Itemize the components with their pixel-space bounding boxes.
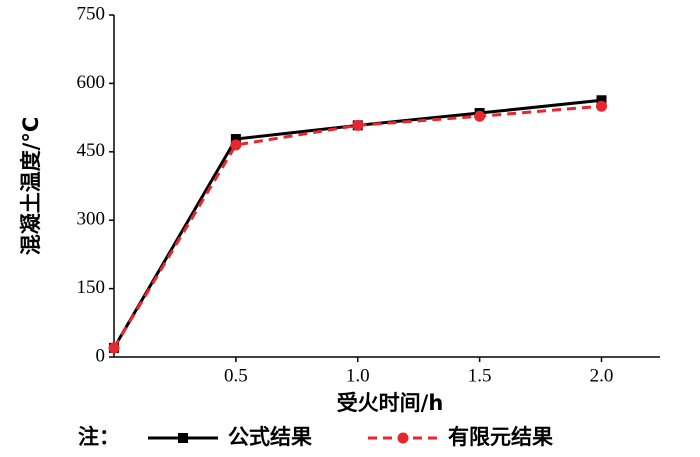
legend-label: 公式结果 xyxy=(228,425,312,449)
x-tick-label: 2.0 xyxy=(590,365,614,386)
data-point xyxy=(230,139,242,151)
legend-note: 注： xyxy=(78,425,120,449)
x-tick-label: 1.5 xyxy=(468,365,492,386)
legend-label: 有限元结果 xyxy=(448,425,553,449)
y-tick-label: 750 xyxy=(77,3,106,24)
y-tick-label: 0 xyxy=(96,345,106,366)
y-tick-label: 450 xyxy=(77,140,106,161)
x-axis-label: 受火时间/h xyxy=(337,391,444,415)
data-point xyxy=(474,110,486,122)
y-tick-label: 600 xyxy=(77,72,106,93)
data-point xyxy=(596,100,607,112)
legend-marker xyxy=(178,433,188,443)
y-tick-label: 300 xyxy=(77,209,106,230)
data-point xyxy=(230,134,241,145)
y-axis-label: 混凝土温度/°C xyxy=(19,117,43,256)
series-line xyxy=(112,104,602,349)
data-point xyxy=(596,95,607,106)
y-tick-label: 150 xyxy=(77,277,106,298)
legend-marker xyxy=(397,432,409,444)
data-point xyxy=(352,119,364,131)
x-tick-label: 1.0 xyxy=(346,365,370,386)
data-point xyxy=(108,342,120,354)
x-tick-label: 0.5 xyxy=(224,365,248,386)
